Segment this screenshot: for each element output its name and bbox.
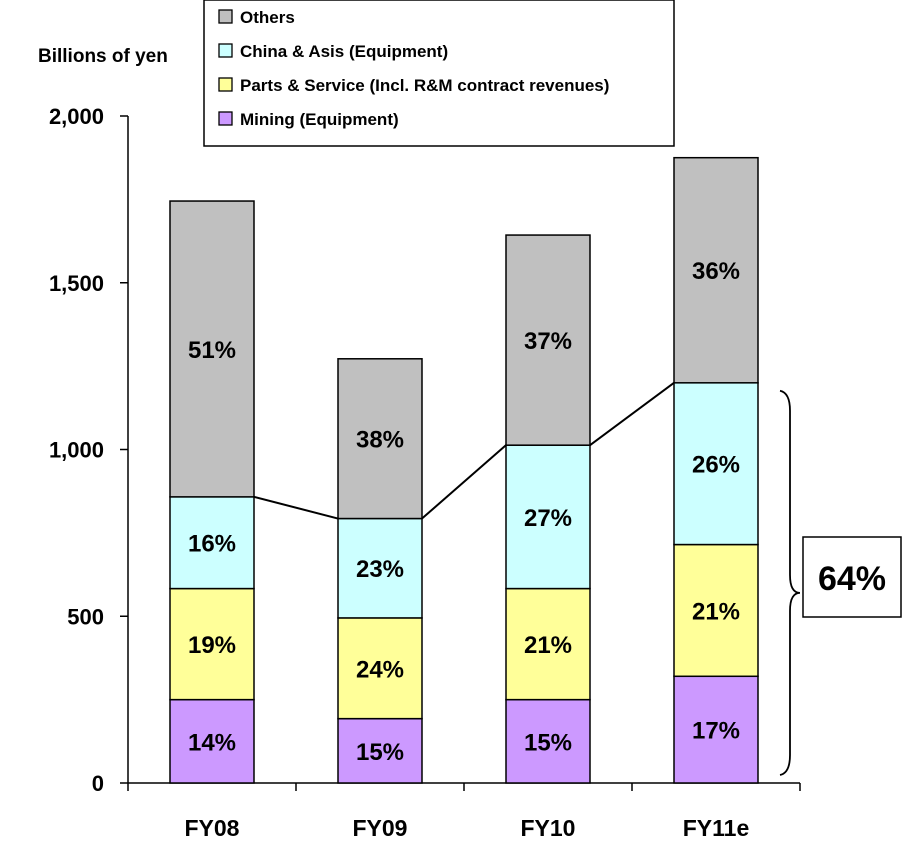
- legend-label: Mining (Equipment): [240, 110, 399, 129]
- data-label: 21%: [524, 632, 572, 659]
- legend-box: [203, 0, 675, 147]
- data-label: 36%: [692, 258, 740, 285]
- callout-label: 64%: [818, 560, 886, 598]
- connector-line: [589, 381, 675, 446]
- bars: 14% 19% 16% 51% 15% 24% 23% 38% 15% 21% 27% 37% 17% 2…: [169, 156, 759, 784]
- bar-segment: [505, 587, 591, 701]
- data-label: 51%: [188, 337, 236, 364]
- x-tick-label: FY09: [353, 815, 408, 841]
- x-tick-label: FY10: [521, 815, 576, 841]
- bar-segment: [673, 543, 759, 678]
- bar-segment: [673, 675, 759, 784]
- y-tick-label: 1,000: [49, 438, 104, 463]
- data-label: 24%: [356, 656, 404, 683]
- y-tick-label: 500: [67, 604, 104, 629]
- data-label: 17%: [692, 718, 740, 745]
- legend-label: Parts & Service (Incl. R&M contract reve…: [240, 76, 609, 95]
- bar-segment: [169, 698, 255, 784]
- bar-segment: [169, 496, 255, 590]
- data-label: 38%: [356, 427, 404, 454]
- y-tick-label: 1,500: [49, 271, 104, 296]
- callout-box: [802, 536, 902, 618]
- data-label: 21%: [692, 598, 740, 625]
- x-tick-label: FY11e: [683, 815, 750, 841]
- y-axis-label: Billions of yen: [38, 46, 168, 67]
- connector-line: [253, 495, 339, 520]
- data-label: 23%: [356, 556, 404, 583]
- data-label: 26%: [692, 452, 740, 479]
- bar-segment: [673, 156, 759, 384]
- legend-label: Others: [240, 8, 295, 27]
- bar-segment: [673, 382, 759, 546]
- y-tick-label: 2,000: [49, 104, 104, 129]
- data-label: 15%: [524, 729, 572, 756]
- legend-label: China & Asis (Equipment): [240, 42, 448, 61]
- data-label: 14%: [188, 729, 236, 756]
- connector-lines: [253, 381, 675, 520]
- bar-segment: [505, 698, 591, 784]
- bar-segment: [505, 234, 591, 446]
- data-label: 19%: [188, 632, 236, 659]
- x-tick-label: FY08: [185, 815, 240, 841]
- brace: [779, 389, 801, 776]
- y-tick-label: 0: [92, 771, 104, 796]
- bar-segment: [169, 200, 255, 498]
- data-label: 16%: [188, 531, 236, 558]
- connector-line: [421, 444, 507, 520]
- legend: Others China & Asis (Equipment) Parts & Se…: [203, 0, 675, 147]
- bar-segment: [337, 617, 423, 720]
- bar-segment: [169, 587, 255, 701]
- legend-swatch: [218, 111, 233, 126]
- legend-swatch: [218, 77, 233, 92]
- bar-segment: [337, 358, 423, 520]
- legend-swatch: [218, 9, 233, 24]
- legend-swatch: [218, 43, 233, 58]
- data-label: 15%: [356, 739, 404, 766]
- bar-segment: [337, 517, 423, 619]
- data-label: 37%: [524, 328, 572, 355]
- bar-segment: [337, 717, 423, 784]
- callout: 64%: [779, 389, 902, 776]
- data-label: 27%: [524, 505, 572, 532]
- bar-segment: [505, 444, 591, 590]
